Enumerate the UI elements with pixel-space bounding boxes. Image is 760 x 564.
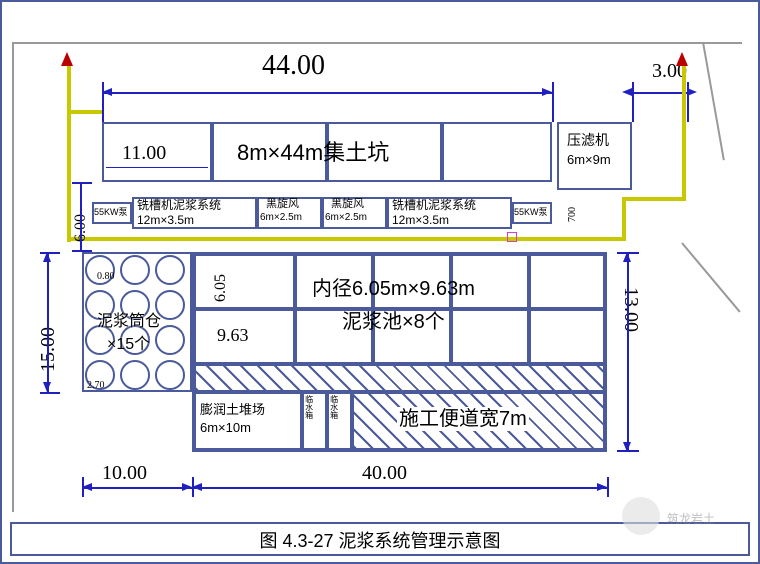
pit-label: 8m×44m集土坑 — [237, 140, 389, 166]
cyc2-l: 黑旋风 — [331, 198, 364, 211]
t6b — [72, 250, 92, 252]
a10l — [82, 483, 92, 491]
dim-10: 10.00 — [102, 462, 147, 485]
pipe-lb — [67, 110, 102, 114]
watermark: 筑龙岩土 — [667, 510, 715, 527]
boundary-left — [12, 42, 14, 512]
dl13 — [627, 252, 629, 452]
pipe-l1 — [67, 62, 71, 242]
boundary-right1 — [702, 42, 725, 161]
a40r — [597, 483, 607, 491]
stor2-l: 临水箱 — [329, 395, 339, 419]
mill2-l: 铣槽机泥浆系统 — [392, 198, 476, 212]
a3r — [687, 88, 697, 96]
mill2-s: 12m×3.5m — [392, 213, 449, 227]
dim-40: 40.00 — [362, 462, 407, 485]
clay-s: 6m×10m — [200, 420, 251, 436]
stor1-l: 临水箱 — [304, 395, 314, 419]
dimline-44 — [102, 92, 552, 94]
a10r — [182, 483, 192, 491]
dim-700: 700 — [567, 207, 578, 222]
mill1-s: 12m×3.5m — [137, 213, 194, 227]
hatch-strip — [194, 364, 605, 392]
dl6 — [80, 182, 82, 250]
pump1-l: 55KW泵 — [94, 207, 128, 218]
a15u — [43, 252, 51, 262]
silo-c2 — [120, 255, 150, 285]
silo-count: ×15个 — [107, 335, 150, 354]
dim-080: 0.80 — [97, 271, 115, 282]
cyc2-s: 6m×2.5m — [325, 212, 367, 224]
a3l — [622, 88, 632, 96]
boundary-top — [12, 42, 742, 44]
pipe-r0 — [622, 197, 626, 241]
dim-13: 13.00 — [619, 287, 642, 332]
arrow-pipe-l — [61, 52, 73, 66]
pool-dim-h — [194, 254, 295, 309]
cyc1-l: 黑旋风 — [266, 198, 299, 211]
filter-size: 6m×9m — [567, 152, 611, 168]
dim-963: 9.63 — [217, 325, 249, 346]
pit-seg4 — [442, 122, 552, 182]
clay-l: 膨润土堆场 — [200, 402, 265, 418]
a40l — [192, 483, 202, 491]
dimline-3 — [632, 92, 687, 94]
pipe-h1 — [67, 237, 622, 241]
boundary-diag — [681, 242, 740, 312]
dim-44: 44.00 — [262, 50, 325, 82]
arrow-pipe-r — [676, 52, 688, 66]
dl11 — [106, 167, 208, 168]
a15d — [43, 382, 51, 392]
tick-44r — [552, 82, 554, 122]
tick-3l — [632, 82, 634, 122]
silo-label: 泥浆筒仓 — [97, 312, 161, 331]
dl40 — [192, 487, 607, 489]
pool8 — [529, 309, 605, 364]
pump2-l: 55KW泵 — [514, 207, 548, 218]
pool-count: 泥浆池×8个 — [342, 310, 445, 334]
dim-270: 2.70 — [87, 380, 105, 391]
dl15 — [47, 252, 49, 392]
filter-label: 压滤机 — [567, 132, 609, 149]
a13d — [623, 442, 631, 452]
t15b — [40, 392, 60, 394]
pipe-r1 — [682, 62, 686, 201]
t40r — [607, 477, 609, 497]
silo-c11 — [120, 360, 150, 390]
wm-icon — [622, 497, 660, 535]
arrow-44r — [542, 88, 552, 96]
cyc1-s: 6m×2.5m — [260, 212, 302, 224]
silo-c3 — [155, 255, 185, 285]
t6t — [72, 182, 92, 184]
pool4 — [529, 254, 605, 309]
pipe-h2 — [622, 197, 682, 201]
pool7 — [451, 309, 529, 364]
tick-44l — [102, 82, 104, 122]
dim-11: 11.00 — [122, 142, 166, 165]
mill1-l: 铣槽机泥浆系统 — [137, 198, 221, 212]
valve-icon — [507, 232, 517, 242]
pool-name: 内径6.05m×9.63m — [312, 277, 475, 301]
silo-c12 — [155, 360, 185, 390]
a13u — [623, 252, 631, 262]
dim-605: 6.05 — [212, 274, 230, 302]
dl10 — [82, 487, 192, 489]
road-l: 施工便道宽7m — [397, 407, 529, 431]
